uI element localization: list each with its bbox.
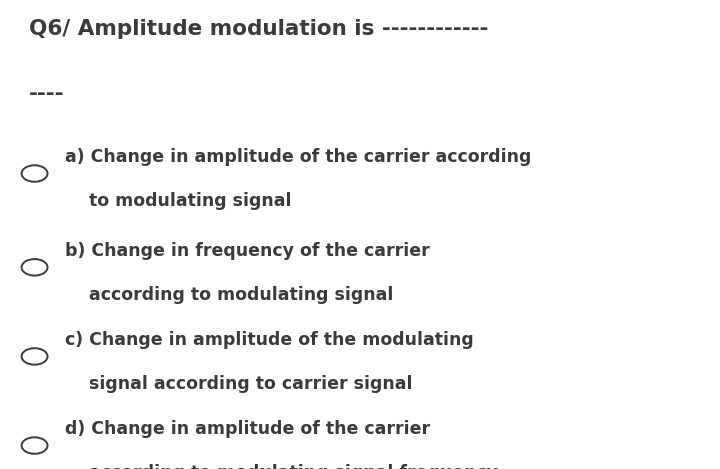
Text: d) Change in amplitude of the carrier: d) Change in amplitude of the carrier	[65, 420, 430, 438]
Text: according to modulating signal: according to modulating signal	[65, 286, 393, 304]
Text: b) Change in frequency of the carrier: b) Change in frequency of the carrier	[65, 242, 430, 259]
Text: according to modulating signal frequency: according to modulating signal frequency	[65, 464, 498, 469]
Text: ----: ----	[29, 84, 64, 105]
Text: Q6/ Amplitude modulation is ------------: Q6/ Amplitude modulation is ------------	[29, 19, 488, 39]
Text: to modulating signal: to modulating signal	[65, 192, 292, 210]
Text: a) Change in amplitude of the carrier according: a) Change in amplitude of the carrier ac…	[65, 148, 531, 166]
Text: c) Change in amplitude of the modulating: c) Change in amplitude of the modulating	[65, 331, 474, 348]
Text: signal according to carrier signal: signal according to carrier signal	[65, 375, 413, 393]
